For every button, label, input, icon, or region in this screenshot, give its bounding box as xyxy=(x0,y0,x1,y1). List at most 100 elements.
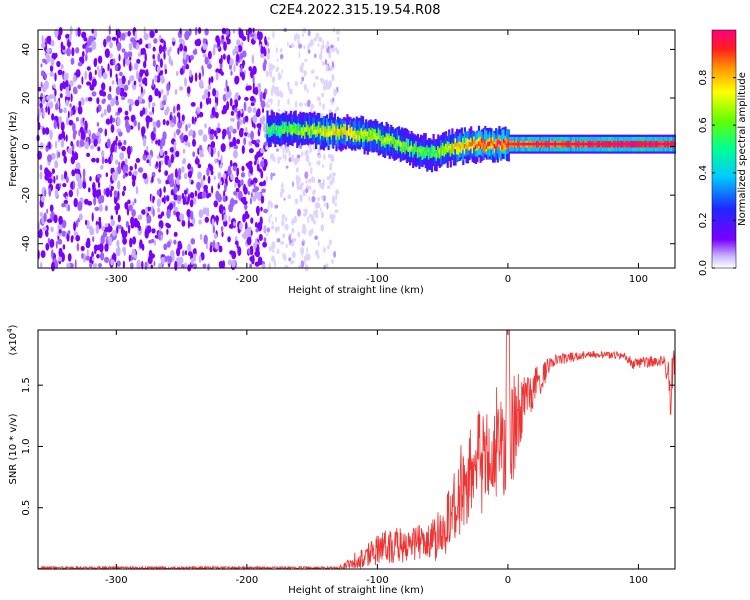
noise-speckle xyxy=(85,53,88,62)
noise-speckle xyxy=(190,238,196,245)
noise-speckle xyxy=(252,114,258,124)
signal-cell xyxy=(415,141,418,166)
noise-speckle xyxy=(265,175,269,182)
noise-speckle xyxy=(54,88,57,97)
noise-speckle xyxy=(109,85,112,93)
noise-speckle xyxy=(96,65,100,71)
noise-speckle xyxy=(44,174,49,181)
noise-speckle xyxy=(143,32,149,41)
noise-speckle xyxy=(243,101,247,112)
y-tick-label: 40 xyxy=(21,43,32,56)
noise-speckle xyxy=(84,120,88,128)
noise-speckle xyxy=(98,136,102,145)
signal-cell xyxy=(336,128,340,134)
noise-speckle xyxy=(333,214,336,220)
noise-speckle xyxy=(163,243,168,251)
noise-speckle xyxy=(65,134,68,142)
noise-speckle xyxy=(243,137,247,146)
signal-cell xyxy=(358,135,361,140)
signal-cell xyxy=(521,142,524,146)
noise-speckle xyxy=(39,142,44,150)
noise-speckle xyxy=(218,260,224,269)
signal-cell xyxy=(576,142,579,146)
signal-cell xyxy=(347,124,351,136)
signal-cell xyxy=(368,137,371,142)
noise-speckle xyxy=(209,245,213,253)
noise-speckle xyxy=(50,226,54,233)
noise-speckle xyxy=(127,199,131,205)
noise-speckle xyxy=(318,36,323,43)
signal-cell xyxy=(664,142,667,146)
noise-speckle xyxy=(234,75,240,85)
noise-speckle xyxy=(235,187,240,193)
noise-speckle xyxy=(139,239,143,249)
noise-speckle xyxy=(62,80,67,90)
noise-speckle xyxy=(96,173,102,179)
noise-speckle xyxy=(165,179,169,185)
noise-speckle xyxy=(136,70,139,80)
noise-speckle xyxy=(217,127,221,134)
noise-speckle xyxy=(324,59,328,66)
noise-speckle xyxy=(153,240,157,246)
signal-cell xyxy=(481,138,484,143)
signal-cell xyxy=(628,142,631,146)
noise-speckle xyxy=(97,146,101,152)
signal-cell xyxy=(318,129,321,134)
noise-speckle xyxy=(204,123,207,129)
noise-speckle xyxy=(82,181,87,189)
noise-speckle xyxy=(86,152,90,157)
signal-cell xyxy=(503,138,506,144)
signal-cell xyxy=(650,142,653,146)
noise-speckle xyxy=(262,241,267,248)
noise-speckle xyxy=(140,48,144,56)
noise-speckle xyxy=(252,65,257,75)
noise-speckle xyxy=(80,97,85,106)
noise-speckle xyxy=(260,148,265,154)
noise-speckle xyxy=(101,156,105,165)
noise-speckle xyxy=(283,253,287,262)
noise-speckle xyxy=(283,213,286,221)
noise-speckle xyxy=(207,63,212,70)
signal-cell xyxy=(470,142,473,147)
noise-speckle xyxy=(39,212,43,217)
signal-cell xyxy=(441,142,445,154)
noise-speckle xyxy=(268,216,271,224)
colorbar-ticks: 0.0 0.2 0.4 0.6 0.8 xyxy=(698,70,736,276)
noise-speckle xyxy=(234,99,239,109)
signal-cell xyxy=(318,121,321,133)
noise-speckle xyxy=(270,213,273,218)
noise-speckle xyxy=(269,66,271,70)
noise-speckle xyxy=(101,82,106,91)
noise-speckle xyxy=(332,97,335,103)
noise-speckle xyxy=(314,201,318,210)
noise-speckle xyxy=(290,259,293,265)
noise-speckle xyxy=(167,159,172,168)
noise-speckle xyxy=(137,52,142,57)
noise-speckle xyxy=(159,58,163,68)
noise-speckle xyxy=(43,212,47,223)
snr-series-line xyxy=(37,329,676,571)
noise-speckle xyxy=(127,224,131,234)
noise-speckle xyxy=(197,171,202,180)
noise-speckle xyxy=(121,229,127,240)
noise-speckle xyxy=(317,154,322,159)
noise-speckle xyxy=(161,256,165,265)
signal-cell xyxy=(581,142,584,146)
noise-speckle xyxy=(136,220,141,229)
noise-speckle xyxy=(105,227,109,232)
noise-speckle xyxy=(56,60,61,68)
noise-speckle xyxy=(249,33,255,38)
noise-speckle xyxy=(271,65,275,69)
noise-speckle xyxy=(46,48,51,53)
noise-speckle xyxy=(263,123,267,134)
noise-speckle xyxy=(250,102,255,107)
signal-cell xyxy=(374,134,377,139)
noise-speckle xyxy=(166,255,170,262)
noise-speckle xyxy=(107,63,110,70)
noise-speckle xyxy=(49,71,55,77)
noise-speckle xyxy=(279,48,283,53)
noise-speckle xyxy=(257,83,262,89)
noise-speckle xyxy=(65,72,69,81)
noise-speckle xyxy=(133,62,139,71)
noise-speckle xyxy=(166,208,171,219)
